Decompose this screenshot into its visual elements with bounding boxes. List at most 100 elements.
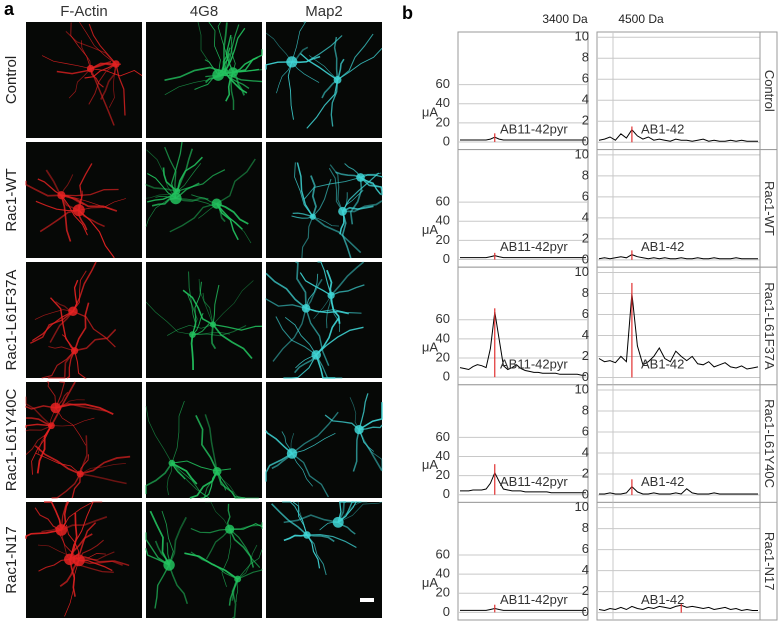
neurite [38, 426, 52, 474]
row-label: Rac1-L61Y40C [762, 399, 777, 488]
soma [212, 199, 222, 209]
neurite [75, 329, 116, 350]
neurite [325, 415, 359, 430]
neurite [30, 311, 73, 343]
neurite [331, 80, 337, 127]
y-tick-label: 4 [582, 92, 589, 107]
soma [174, 188, 180, 194]
soma [327, 292, 334, 299]
y-axis-label: μA [422, 104, 438, 119]
neurite [48, 347, 74, 351]
soma [356, 173, 365, 182]
neurite [48, 351, 75, 378]
row-label: Control [762, 70, 777, 112]
row-label: Rac1-WT [3, 168, 20, 231]
neurite [32, 311, 73, 340]
neurite [169, 565, 187, 604]
row-label: Rac1-L61F37A [3, 270, 20, 371]
neurite [302, 217, 313, 258]
row-label: Rac1-N17 [762, 532, 777, 591]
neurite [330, 165, 342, 212]
neurite [75, 351, 86, 378]
y-tick-label: 4 [582, 209, 589, 224]
neurite [343, 206, 374, 211]
neurite [35, 508, 61, 530]
neurite [307, 80, 338, 128]
micrograph [266, 22, 382, 138]
neurite [146, 548, 169, 565]
neurite [233, 49, 262, 72]
neurite [343, 201, 382, 212]
soma [57, 191, 65, 199]
neurite [285, 317, 316, 355]
y-axis-label: μA [422, 340, 438, 355]
neurite [350, 397, 359, 429]
neurite [322, 80, 338, 98]
neurite [217, 204, 251, 244]
y-tick-label: 4 [582, 562, 589, 577]
neurite [205, 502, 230, 529]
neurite [283, 355, 316, 378]
neurite [172, 463, 206, 496]
neurite [318, 262, 332, 295]
y-tick-label: 10 [575, 29, 589, 44]
y-tick-label: 40 [436, 95, 450, 110]
trace [460, 471, 586, 494]
neurite [361, 175, 383, 178]
neurite [225, 28, 245, 72]
neurite [91, 69, 142, 76]
y-tick-label: 20 [436, 349, 450, 364]
annotation: AB1-42 [641, 474, 684, 489]
neurite [56, 382, 65, 408]
soma [225, 525, 234, 534]
soma [73, 204, 85, 216]
neurite [316, 355, 335, 378]
neurite [73, 262, 96, 311]
neurite [213, 325, 262, 331]
neurons [146, 142, 255, 243]
soma [87, 65, 94, 72]
neurite [146, 532, 169, 565]
column-header: F-Actin [60, 3, 108, 20]
neurite [266, 62, 292, 70]
neurite [177, 149, 192, 192]
neurite [238, 569, 262, 579]
neurite [70, 557, 129, 566]
neurons [26, 502, 129, 616]
trace [598, 254, 758, 260]
neurite [338, 34, 374, 80]
annotation: AB1-42 [641, 239, 684, 254]
y-tick-label: 40 [436, 566, 450, 581]
neurite [236, 579, 238, 602]
y-tick-label: 10 [575, 146, 589, 161]
micrograph [266, 382, 382, 498]
soma [334, 76, 342, 84]
neurite [272, 504, 307, 535]
neurite [327, 270, 332, 295]
neurite [351, 177, 362, 224]
y-tick-label: 0 [443, 251, 450, 266]
neurite [361, 177, 383, 195]
row-label: Rac1-WT [762, 181, 777, 236]
y-tick-label: 6 [582, 541, 589, 556]
neurite [61, 195, 70, 241]
neurite [61, 195, 117, 211]
y-tick-label: 0 [582, 251, 589, 266]
neurite [44, 502, 61, 530]
neurite [56, 403, 106, 411]
neurite [293, 213, 313, 217]
neurite [61, 195, 87, 235]
neurite [230, 579, 238, 606]
y-axis-label: μA [422, 575, 438, 590]
column-header: Map2 [305, 3, 343, 20]
y-tick-label: 6 [582, 423, 589, 438]
y-tick-label: 6 [582, 188, 589, 203]
y-tick-label: 10 [575, 381, 589, 396]
neurite [266, 33, 292, 62]
neurite [338, 48, 383, 80]
neurite [307, 535, 320, 568]
neurite [306, 308, 329, 365]
column-header: 4G8 [190, 3, 218, 20]
